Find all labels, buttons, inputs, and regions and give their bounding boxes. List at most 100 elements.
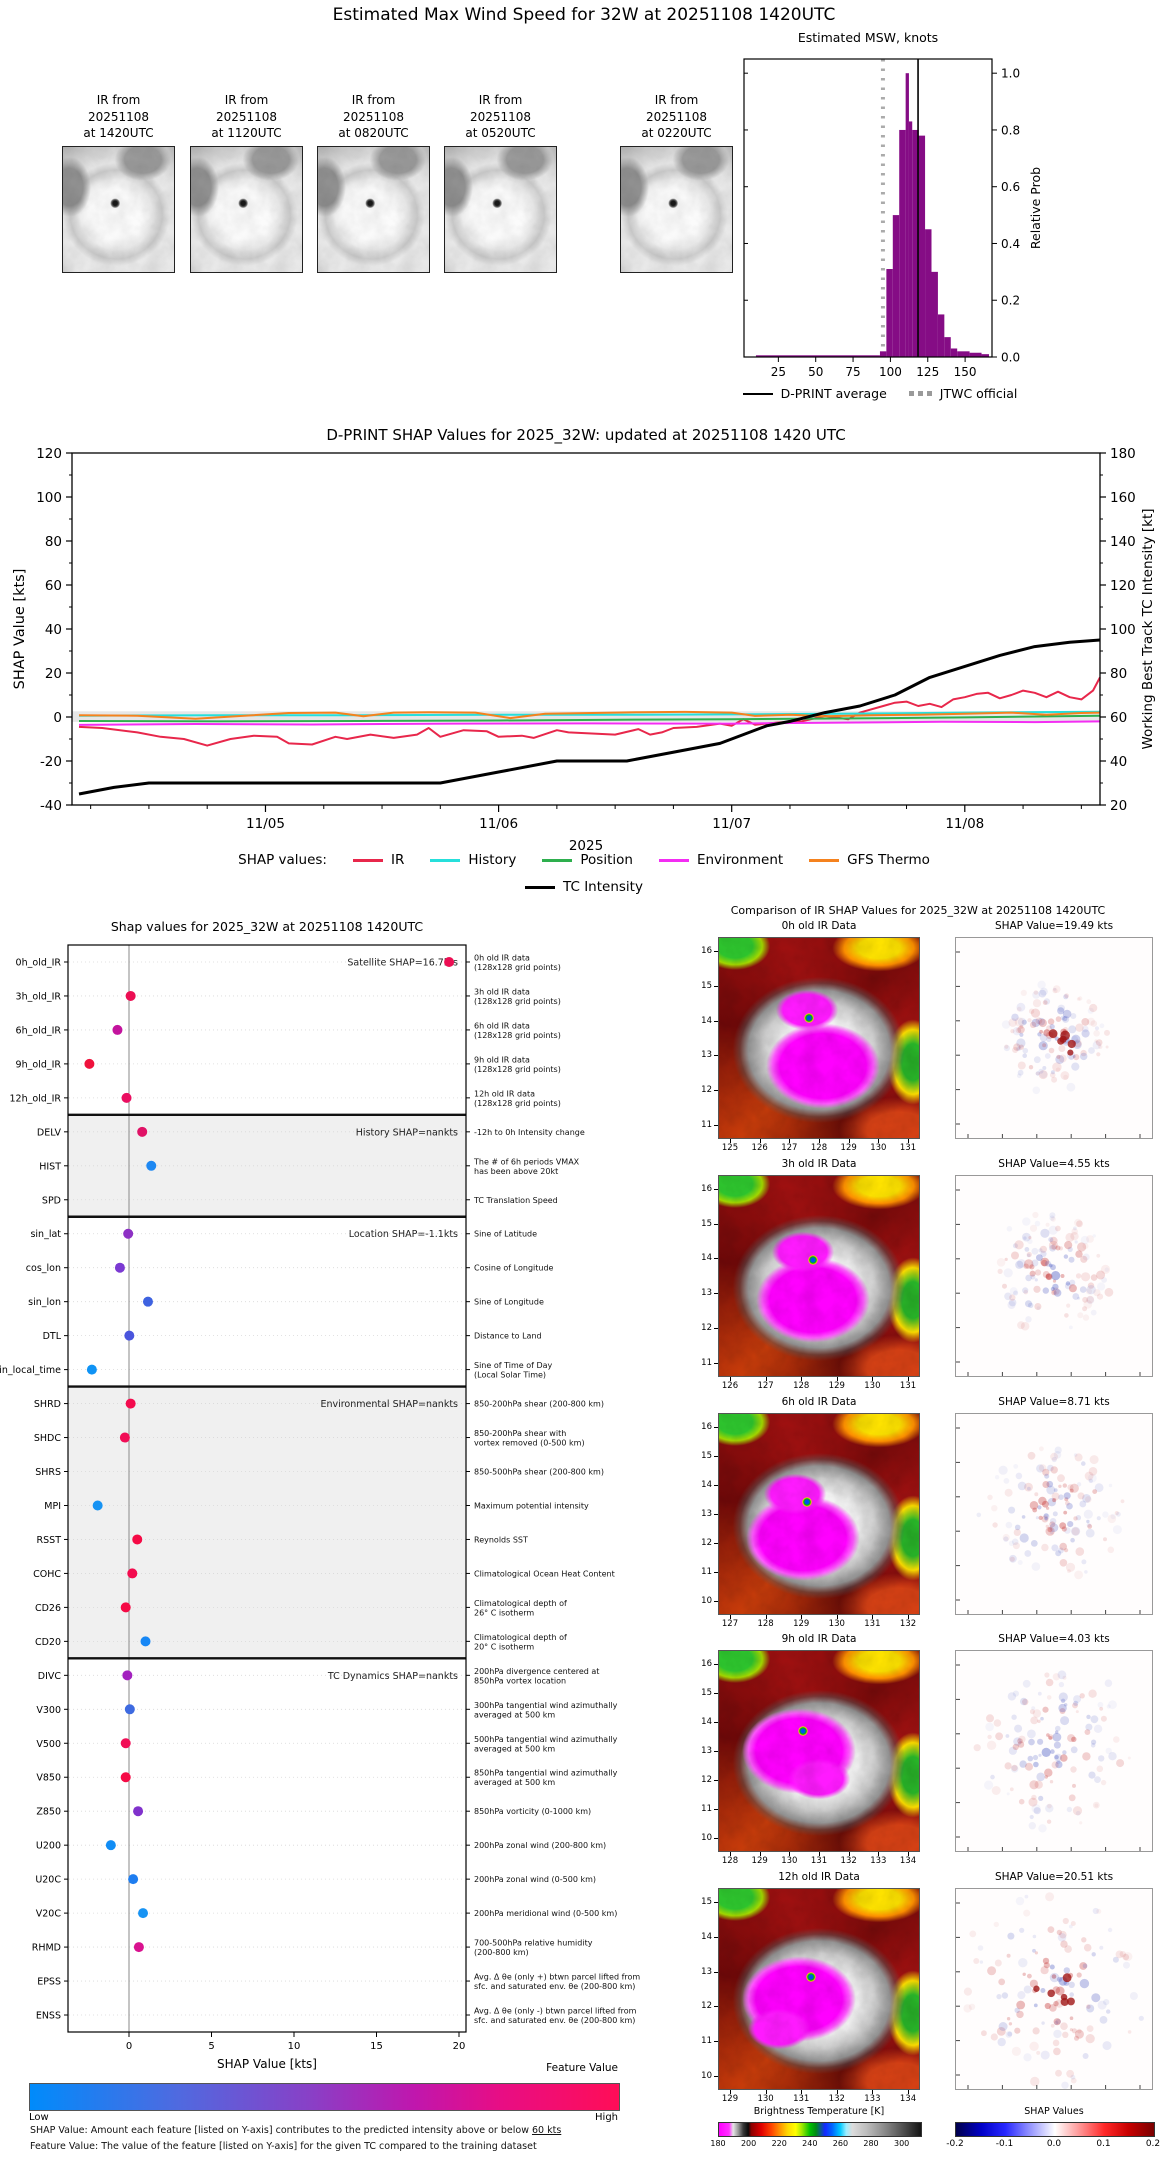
y-tick-mark[interactable] [714,1484,718,1486]
x-tick-mark[interactable] [848,1139,850,1143]
ir-x-tick-label[interactable]: 130 [757,2094,774,2104]
x-tick-mark[interactable] [730,1139,731,1143]
ir-x-tick-label[interactable]: 129 [828,1380,845,1391]
ir-y-tick-label[interactable]: 12 [701,1322,712,1333]
y-tick-mark[interactable] [714,1455,718,1457]
y-tick-mark[interactable] [714,1293,718,1295]
ir-y-tick-label[interactable]: 15 [701,1218,712,1229]
ir-x-tick-label[interactable]: 130 [828,1618,845,1629]
x-tick-mark[interactable] [801,1376,803,1381]
ir-y-tick-label[interactable]: 13 [701,1508,712,1519]
ir-x-tick-label[interactable]: 130 [864,1380,881,1391]
ir-y-tick-label[interactable]: 11 [701,1566,712,1577]
ir-x-tick-label[interactable]: 128 [810,1143,828,1153]
x-tick-mark[interactable] [872,1614,874,1619]
ir-x-tick-label[interactable]: 127 [781,1143,798,1153]
ir-y-tick-label[interactable]: 15 [701,980,712,991]
x-tick-mark[interactable] [908,1614,909,1619]
ir-x-tick-label[interactable]: 126 [751,1143,768,1153]
ir-y-tick-label[interactable]: 16 [701,1659,712,1670]
ir-y-tick-label[interactable]: 13 [701,1746,712,1757]
y-tick-mark[interactable] [714,1090,718,1092]
ir-x-tick-label[interactable]: 129 [721,2094,739,2104]
x-tick-mark[interactable] [765,1376,767,1381]
x-tick-mark[interactable] [759,1139,761,1143]
x-tick-mark[interactable] [730,1852,731,1857]
x-tick-mark[interactable] [801,1614,803,1619]
ir-data-title[interactable]: 9h old IR Data [781,1633,857,1646]
x-tick-mark[interactable] [848,1852,850,1857]
bt-colorbar-tick-label[interactable]: 300 [893,2139,910,2148]
ir-y-tick-label[interactable]: 12 [701,1775,712,1786]
bt-colorbar-tick-label[interactable]: 280 [863,2139,879,2148]
bt-colorbar-tick-label[interactable]: 260 [832,2139,849,2148]
ir-x-tick-label[interactable]: 125 [721,1143,739,1153]
x-tick-mark[interactable] [819,1852,820,1857]
y-tick-mark[interactable] [714,1600,718,1602]
y-tick-mark[interactable] [714,951,718,952]
ir-y-tick-label[interactable]: 13 [701,1966,712,1977]
y-tick-mark[interactable] [714,1936,718,1938]
bt-colorbar-tick-label[interactable]: 240 [802,2139,818,2148]
x-tick-mark[interactable] [730,2090,731,2094]
ir-y-tick-label[interactable]: 14 [701,1253,712,1264]
ir-x-tick-label[interactable]: 130 [781,1856,798,1867]
y-tick-mark[interactable] [714,2076,718,2077]
ir-y-tick-label[interactable]: 13 [701,1050,712,1061]
y-tick-mark[interactable] [714,1751,718,1753]
ir-x-tick-label[interactable]: 134 [899,1856,917,1867]
ir-y-tick-label[interactable]: 14 [701,1479,712,1490]
ir-x-tick-label[interactable]: 131 [810,1856,828,1867]
shap-value-title[interactable]: SHAP Value=19.49 kts [994,920,1114,932]
x-tick-mark[interactable] [765,2090,767,2094]
y-tick-mark[interactable] [714,1426,718,1428]
ir-x-tick-label[interactable]: 131 [793,2094,810,2104]
ir-x-tick-label[interactable]: 133 [870,1856,887,1867]
y-tick-mark[interactable] [714,1971,718,1973]
ir-y-tick-label[interactable]: 16 [701,1183,712,1194]
ir-y-tick-label[interactable]: 16 [701,946,712,956]
shap-colorbar-tick-label[interactable]: -0.2 [946,2139,964,2149]
y-tick-mark[interactable] [714,985,718,987]
ir-data-title[interactable]: 3h old IR Data [781,1157,857,1170]
ir-x-tick-label[interactable]: 130 [870,1143,887,1153]
ir-y-tick-label[interactable]: 10 [701,1833,712,1844]
ir-y-tick-label[interactable]: 10 [701,2071,712,2081]
ir-x-tick-label[interactable]: 129 [751,1856,768,1867]
shap-value-title[interactable]: SHAP Value=20.51 kts [994,1871,1114,1883]
y-tick-mark[interactable] [714,1327,718,1329]
x-tick-mark[interactable] [908,1376,909,1381]
ir-y-tick-label[interactable]: 11 [701,2036,712,2047]
ir-y-tick-label[interactable]: 12 [701,2001,712,2012]
ir-x-tick-label[interactable]: 126 [721,1380,739,1391]
ir-y-tick-label[interactable]: 10 [701,1595,712,1606]
y-tick-mark[interactable] [714,1809,718,1811]
ir-x-tick-label[interactable]: 129 [793,1618,810,1629]
x-tick-mark[interactable] [759,1852,761,1857]
shap-value-title[interactable]: SHAP Value=4.55 kts [998,1157,1110,1170]
ir-x-tick-label[interactable]: 127 [721,1618,739,1629]
bt-colorbar-tick-label[interactable]: 200 [740,2139,757,2148]
ir-y-tick-label[interactable]: 15 [701,1450,712,1461]
x-tick-mark[interactable] [789,1139,791,1143]
ir-y-tick-label[interactable]: 14 [701,1931,712,1942]
y-tick-mark[interactable] [714,1223,718,1225]
y-tick-mark[interactable] [714,1664,718,1666]
ir-x-tick-label[interactable]: 133 [864,2094,881,2104]
ir-data-title[interactable]: 0h old IR Data [781,920,857,932]
ir-y-tick-label[interactable]: 14 [701,1717,712,1728]
ir-x-tick-label[interactable]: 132 [828,2094,845,2104]
shap-colorbar-tick-label[interactable]: 0.0 [1046,2139,1062,2149]
y-tick-mark[interactable] [714,1571,718,1573]
ir-data-title[interactable]: 6h old IR Data [781,1395,857,1408]
x-tick-mark[interactable] [872,2090,874,2094]
y-tick-mark[interactable] [714,1838,718,1840]
y-tick-mark[interactable] [714,1542,718,1544]
x-tick-mark[interactable] [878,1139,880,1143]
x-tick-mark[interactable] [765,1614,767,1619]
shap-colorbar-tick-label[interactable]: 0.1 [1096,2139,1111,2149]
y-tick-mark[interactable] [714,1020,718,1022]
y-tick-mark[interactable] [714,1780,718,1782]
shap-colorbar-tick-label[interactable]: 0.2 [1145,2139,1161,2149]
y-tick-mark[interactable] [714,2006,718,2008]
